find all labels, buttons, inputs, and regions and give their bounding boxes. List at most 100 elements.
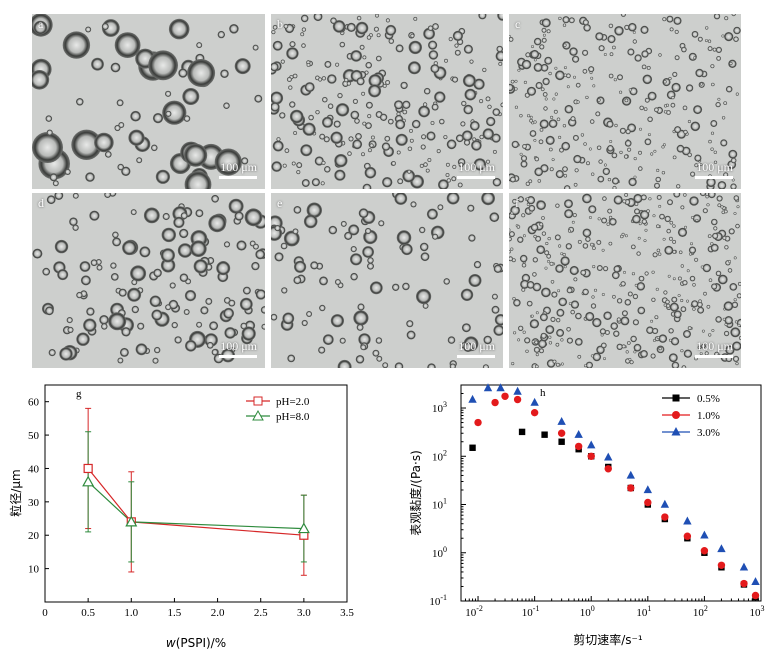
data-point — [513, 395, 522, 404]
x-tick-label: 1.0 — [124, 607, 138, 619]
droplet — [575, 82, 581, 88]
data-point — [574, 442, 583, 451]
droplet — [582, 68, 588, 74]
droplet — [560, 362, 564, 366]
droplet — [530, 314, 534, 318]
droplet — [537, 179, 542, 183]
panel-label: a — [38, 17, 44, 31]
droplet — [733, 256, 737, 260]
droplet — [152, 113, 164, 124]
droplet — [236, 240, 247, 251]
droplet — [340, 220, 347, 227]
droplet — [274, 252, 284, 262]
droplet — [707, 39, 712, 43]
droplet — [658, 252, 662, 256]
droplet — [427, 25, 434, 31]
droplet — [54, 193, 64, 200]
droplet — [724, 316, 733, 325]
droplet — [534, 364, 539, 368]
droplet — [519, 152, 523, 156]
droplet — [493, 324, 503, 336]
droplet — [658, 334, 668, 343]
droplet — [300, 144, 313, 157]
droplet — [382, 362, 389, 368]
droplet — [663, 104, 668, 108]
droplet — [563, 43, 567, 47]
droplet — [551, 291, 558, 298]
droplet — [692, 214, 702, 223]
droplet — [335, 103, 350, 117]
droplet — [656, 248, 661, 253]
droplet — [174, 336, 182, 344]
droplet — [254, 94, 263, 103]
droplet — [566, 337, 573, 344]
droplet — [461, 100, 467, 107]
droplet — [592, 84, 596, 88]
droplet — [671, 95, 675, 100]
droplet — [665, 299, 670, 305]
data-point — [717, 544, 726, 553]
data-point — [626, 470, 635, 479]
droplet — [593, 288, 598, 292]
droplet — [613, 330, 620, 337]
droplet — [572, 213, 577, 218]
droplet — [608, 73, 614, 79]
droplet — [733, 36, 739, 42]
droplet — [322, 96, 328, 103]
droplet — [121, 166, 131, 176]
droplet — [352, 139, 363, 150]
droplet — [728, 228, 735, 235]
droplet — [135, 343, 148, 356]
droplet — [522, 330, 526, 334]
droplet — [358, 333, 371, 346]
droplet — [496, 45, 503, 53]
droplet — [644, 97, 650, 103]
droplet — [460, 288, 474, 301]
y-tick-label: 103 — [432, 400, 447, 415]
droplet — [62, 31, 91, 59]
data-point — [491, 398, 499, 407]
droplet — [706, 177, 716, 188]
droplet — [592, 317, 602, 328]
droplet — [406, 320, 414, 328]
droplet — [512, 297, 516, 301]
droplet — [362, 246, 374, 258]
droplet — [280, 59, 285, 64]
droplet — [562, 16, 570, 24]
droplet — [148, 50, 178, 81]
droplet — [473, 158, 487, 171]
data-point — [683, 532, 692, 540]
droplet — [271, 313, 278, 321]
droplet — [720, 139, 728, 147]
droplet — [76, 98, 84, 106]
droplet — [200, 306, 209, 315]
droplet — [530, 223, 539, 232]
droplet — [671, 82, 681, 93]
droplet — [632, 39, 637, 44]
droplet — [271, 62, 279, 72]
droplet — [220, 69, 229, 78]
droplet — [633, 350, 637, 354]
droplet — [318, 77, 323, 82]
droplet — [252, 44, 259, 51]
droplet — [437, 204, 444, 211]
droplet — [130, 265, 147, 282]
droplet — [697, 301, 703, 308]
droplet — [558, 244, 562, 248]
droplet — [104, 151, 112, 158]
droplet — [463, 44, 473, 54]
droplet — [348, 224, 360, 236]
droplet — [67, 326, 74, 333]
y-tick-label: 102 — [432, 448, 447, 463]
droplet — [583, 24, 591, 32]
droplet — [556, 328, 565, 337]
droplet — [464, 88, 477, 101]
droplet — [292, 73, 298, 79]
droplet — [555, 362, 560, 367]
droplet — [697, 345, 702, 350]
droplet — [730, 183, 737, 189]
droplet — [483, 335, 492, 345]
droplet — [554, 234, 561, 241]
droplet — [112, 237, 122, 247]
data-point — [627, 484, 635, 492]
